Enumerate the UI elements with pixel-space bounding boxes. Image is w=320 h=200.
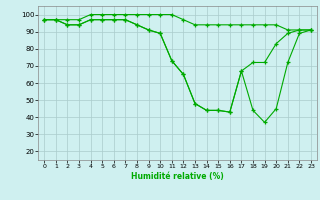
X-axis label: Humidité relative (%): Humidité relative (%) (131, 172, 224, 181)
